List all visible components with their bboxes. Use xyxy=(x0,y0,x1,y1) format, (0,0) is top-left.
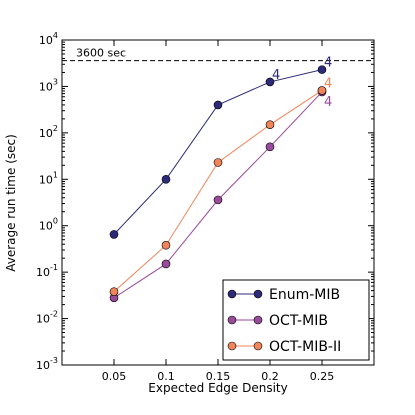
legend-swatch-marker xyxy=(227,315,237,325)
x-tick-label: 0.2 xyxy=(261,370,279,383)
y-axis-title: Average run time (sec) xyxy=(4,134,18,272)
legend-swatch-marker xyxy=(253,341,263,351)
data-point xyxy=(213,195,223,205)
x-tick-label: 0.25 xyxy=(310,370,335,383)
y-tick-label: 10-2 xyxy=(36,310,58,326)
data-point xyxy=(161,174,171,184)
data-point xyxy=(265,77,275,87)
data-point xyxy=(265,142,275,152)
annotation-group: 4 4 4 4 xyxy=(272,56,332,110)
data-annotation: 4 xyxy=(324,95,332,110)
legend-swatch-marker xyxy=(253,315,263,325)
y-tick-label: 102 xyxy=(39,124,58,140)
data-point xyxy=(213,100,223,110)
y-tick-label: 103 xyxy=(39,77,58,93)
legend: Enum-MIB OCT-MIB OCT-MIB-II xyxy=(222,279,370,361)
y-tick-label: 10-3 xyxy=(36,356,58,372)
x-tick-label: 0.15 xyxy=(206,370,231,383)
data-point xyxy=(317,86,327,95)
y-tick-label: 104 xyxy=(39,31,58,47)
data-annotation: 4 xyxy=(324,76,332,91)
y-tick-label: 101 xyxy=(39,170,58,186)
data-annotation: 4 xyxy=(324,56,332,71)
axis-ticks: 0.05 0.1 0.15 0.2 0.25 10-3 10-2 10-1 100 101 102 1… xyxy=(36,31,374,383)
data-point xyxy=(265,120,275,129)
legend-swatch-marker xyxy=(253,289,263,299)
data-annotation: 4 xyxy=(272,68,280,83)
legend-label: OCT-MIB-II xyxy=(269,339,341,355)
x-tick-label: 0.05 xyxy=(102,370,127,383)
data-point xyxy=(109,230,119,239)
threshold-label: 3600 sec xyxy=(76,47,126,60)
data-point xyxy=(317,65,327,74)
y-tick-label: 100 xyxy=(39,217,58,233)
x-tick-label: 0.1 xyxy=(157,370,175,383)
legend-swatch-marker xyxy=(227,341,237,351)
series-group xyxy=(109,65,327,303)
y-tick-label: 10-1 xyxy=(36,263,58,279)
data-point xyxy=(161,259,171,269)
legend-label: Enum-MIB xyxy=(269,287,340,303)
data-point xyxy=(161,240,171,250)
threshold-line-group: 3600 sec xyxy=(62,47,374,62)
x-axis-title: Expected Edge Density xyxy=(148,381,287,395)
legend-swatch-marker xyxy=(227,289,237,299)
data-point xyxy=(109,287,119,296)
data-point xyxy=(213,158,223,167)
legend-label: OCT-MIB xyxy=(269,313,328,329)
